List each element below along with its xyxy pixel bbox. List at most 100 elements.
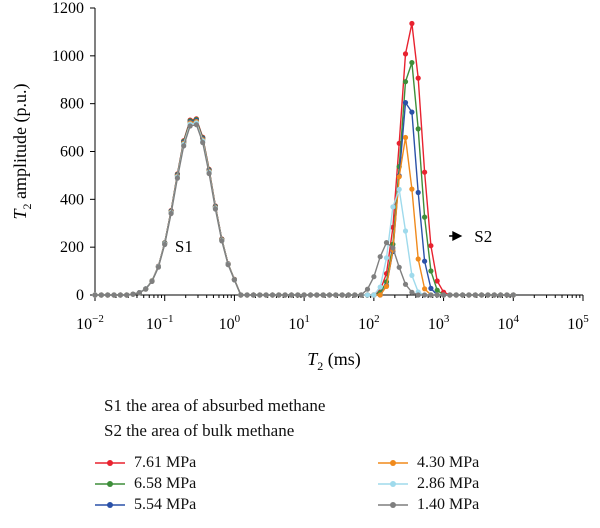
series-point-5 bbox=[383, 255, 390, 261]
series-point-6 bbox=[409, 289, 415, 295]
x-tick-label: 100 bbox=[219, 313, 241, 333]
series-point-6 bbox=[415, 292, 421, 298]
series-point-5 bbox=[364, 292, 371, 298]
series-point-2 bbox=[415, 126, 421, 132]
series-point-1 bbox=[409, 20, 415, 27]
x-axis-label: T2 (ms) bbox=[307, 349, 361, 373]
series-point-6 bbox=[491, 292, 497, 298]
series-point-3 bbox=[428, 285, 434, 291]
s1-label: S1 bbox=[175, 237, 193, 256]
series-point-6 bbox=[479, 292, 485, 298]
legend-swatch bbox=[378, 502, 408, 508]
series-point-1 bbox=[434, 278, 440, 284]
series-point-1 bbox=[415, 75, 421, 81]
legend-swatch bbox=[95, 460, 125, 466]
legend-label: 1.40 MPa bbox=[417, 496, 480, 513]
legend-label: 2.86 MPa bbox=[417, 475, 480, 492]
series-point-6 bbox=[98, 292, 104, 298]
s2-arrow-head bbox=[452, 230, 463, 241]
series-point-6 bbox=[117, 292, 123, 298]
series-point-6 bbox=[105, 292, 111, 298]
series-point-6 bbox=[307, 292, 314, 298]
x-tick-label: 102 bbox=[358, 313, 380, 333]
series-point-3 bbox=[422, 258, 428, 264]
series-point-3 bbox=[402, 100, 409, 106]
series-point-6 bbox=[250, 292, 256, 298]
y-tick-label: 0 bbox=[76, 287, 84, 304]
y-tick-label: 800 bbox=[60, 96, 84, 113]
legend-swatch bbox=[95, 481, 125, 487]
series-point-6 bbox=[485, 292, 491, 298]
series-point-6 bbox=[231, 277, 237, 283]
series-point-6 bbox=[219, 238, 225, 244]
series-point-6 bbox=[422, 292, 428, 298]
series-point-5 bbox=[402, 228, 409, 234]
series-point-6 bbox=[257, 292, 263, 298]
series-point-6 bbox=[212, 206, 218, 212]
legend-label: 6.58 MPa bbox=[134, 475, 197, 492]
series-point-6 bbox=[174, 175, 180, 181]
series-point-6 bbox=[92, 292, 98, 298]
series-point-6 bbox=[460, 292, 466, 298]
series-point-6 bbox=[320, 292, 326, 298]
series-point-6 bbox=[314, 292, 320, 298]
series-point-6 bbox=[352, 292, 358, 298]
y-tick-label: 200 bbox=[60, 239, 84, 256]
series-point-4 bbox=[377, 292, 383, 298]
series-point-6 bbox=[345, 292, 352, 298]
series-point-2 bbox=[434, 287, 440, 293]
series-point-6 bbox=[364, 286, 371, 292]
legend-item: 7.61 MPa bbox=[94, 454, 196, 472]
series-point-6 bbox=[428, 292, 434, 298]
series-point-1 bbox=[422, 169, 428, 175]
series-point-6 bbox=[206, 170, 212, 177]
series-point-6 bbox=[441, 292, 447, 298]
legend-item: 2.86 MPa bbox=[377, 475, 479, 493]
series-point-1 bbox=[402, 51, 409, 57]
legend-item: 4.30 MPa bbox=[377, 454, 479, 472]
legend-item: 1.40 MPa bbox=[377, 496, 479, 514]
legend-item: 5.54 MPa bbox=[94, 496, 196, 514]
series-point-6 bbox=[358, 292, 364, 298]
series-point-4 bbox=[396, 174, 402, 180]
series-point-6 bbox=[339, 292, 345, 298]
note-s2: S2 the area of bulk methane bbox=[104, 421, 295, 440]
series-point-6 bbox=[504, 292, 510, 298]
x-tick-label: 104 bbox=[498, 313, 520, 333]
series-point-6 bbox=[244, 292, 250, 298]
series-point-6 bbox=[269, 292, 276, 298]
t2-spectrum-chart: 0 200 400 600 800 1000 1200 10−2 10−1 100 101 102 10… bbox=[10, 0, 589, 373]
series-point-6 bbox=[326, 292, 333, 298]
series-point-3 bbox=[415, 189, 421, 196]
series-point-6 bbox=[143, 286, 149, 292]
series-point-6 bbox=[282, 292, 288, 298]
series-point-6 bbox=[288, 292, 295, 298]
legend-swatch bbox=[378, 460, 408, 466]
series-point-4 bbox=[383, 283, 390, 289]
x-tick-label: 10−1 bbox=[146, 313, 174, 333]
series-point-6 bbox=[498, 292, 504, 298]
series-point-6 bbox=[276, 292, 282, 298]
series-point-6 bbox=[383, 240, 390, 246]
series-point-6 bbox=[155, 264, 161, 270]
y-tick-label: 1000 bbox=[52, 48, 84, 65]
legend-swatch bbox=[378, 481, 408, 487]
series-point-6 bbox=[301, 292, 307, 298]
y-tick-label: 1200 bbox=[52, 0, 84, 17]
series-point-6 bbox=[295, 292, 301, 298]
series-point-6 bbox=[377, 254, 383, 260]
s2-label: S2 bbox=[474, 227, 492, 246]
series-point-6 bbox=[371, 274, 377, 280]
series-point-6 bbox=[111, 292, 117, 298]
x-tick-label: 105 bbox=[567, 313, 589, 333]
series-point-6 bbox=[466, 292, 472, 298]
series-point-6 bbox=[193, 122, 199, 128]
y-tick-label: 400 bbox=[60, 191, 84, 208]
series-point-6 bbox=[263, 292, 269, 298]
legend-label: 7.61 MPa bbox=[134, 454, 197, 471]
series-point-2 bbox=[422, 214, 428, 220]
series-point-6 bbox=[124, 292, 130, 298]
y-axis-label: T2 amplitude (p.u.) bbox=[10, 84, 34, 220]
series-line-2 bbox=[95, 62, 514, 296]
series-point-6 bbox=[510, 292, 516, 298]
